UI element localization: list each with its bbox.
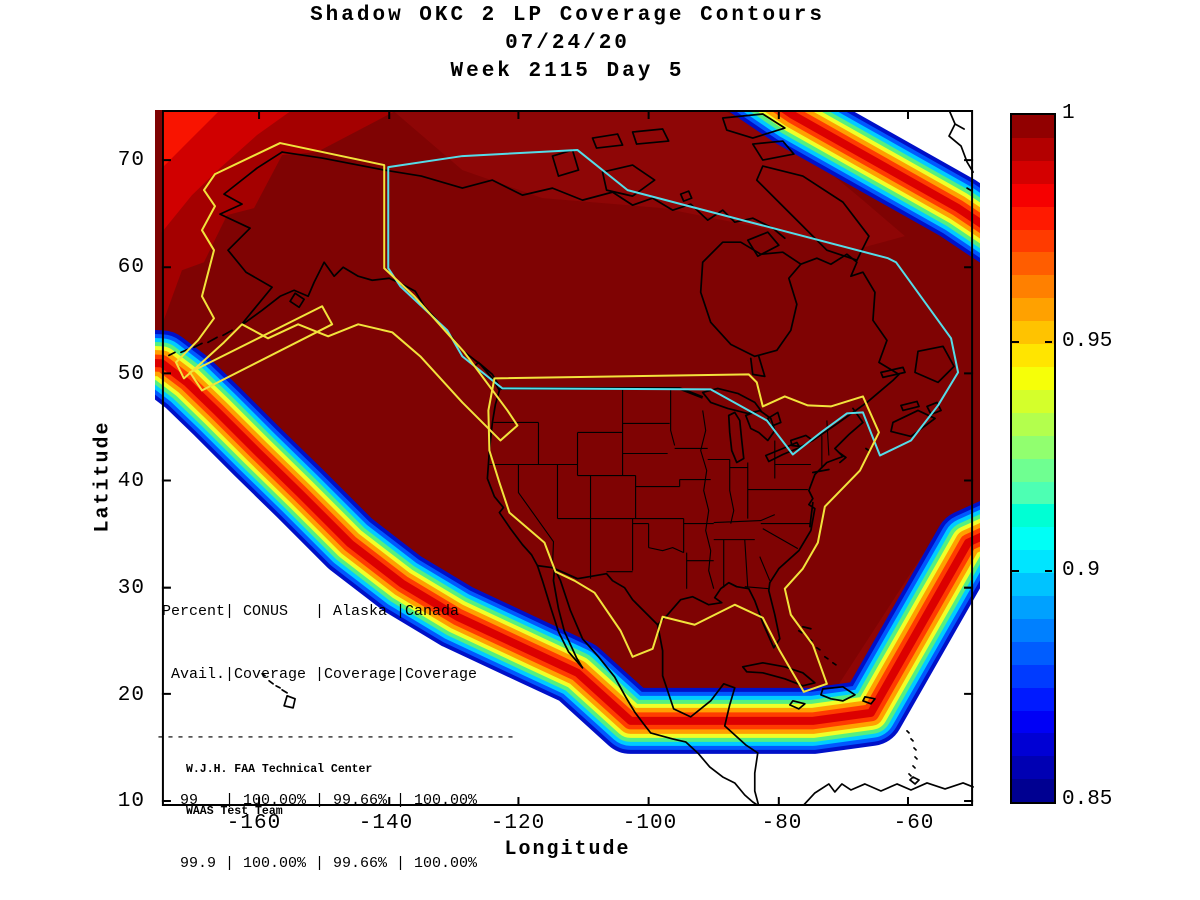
colorbar-band xyxy=(1012,389,1054,413)
colorbar-band xyxy=(1012,618,1054,642)
y-tick-60: 60 xyxy=(117,256,145,279)
x-tick--60: -60 xyxy=(893,812,935,835)
contour-fringe xyxy=(155,110,980,754)
labrador-stlawrence-coast xyxy=(799,253,900,442)
colorbar-label-1: 1 xyxy=(1062,102,1075,125)
colorbar-band xyxy=(1012,779,1054,803)
y-axis-title: Latitude xyxy=(91,420,115,533)
arctic-islands xyxy=(551,113,870,262)
contour-step-2 xyxy=(161,110,293,233)
stats-divider: ------------------------------------ xyxy=(156,729,517,746)
colorbar-label-085: 0.85 xyxy=(1062,788,1113,811)
us-east-gulf-coast xyxy=(656,407,864,649)
colorbar-label-09: 0.9 xyxy=(1062,559,1100,582)
colorbar-band xyxy=(1012,573,1054,597)
plot-subtitle-week: Week 2115 Day 5 xyxy=(450,60,685,83)
title-block: Shadow OKC 2 LP Coverage Contours 07/24/… xyxy=(155,2,980,86)
colorbar-band xyxy=(1012,756,1054,780)
colorbar-band xyxy=(1012,710,1054,734)
colorbar-band xyxy=(1012,412,1054,436)
colorbar-band xyxy=(1012,115,1054,138)
stats-header-row1: Percent| CONUS | Alaska |Canada xyxy=(162,603,460,620)
axis-tick-marks xyxy=(161,110,974,806)
plot-border xyxy=(161,110,974,806)
colorbar-tick-095 xyxy=(1012,341,1019,343)
x-tick--80: -80 xyxy=(761,812,803,835)
hawaii-islands xyxy=(261,672,296,709)
aleutian-islands xyxy=(168,292,305,357)
colorbar-band xyxy=(1012,641,1054,665)
colorbar-label-095: 0.95 xyxy=(1062,330,1113,353)
colorbar-tick-095-right xyxy=(1045,341,1052,343)
colorbar-band xyxy=(1012,298,1054,322)
y-tick-70: 70 xyxy=(117,149,145,172)
atlantic-canada-islands xyxy=(880,345,955,438)
colorbar-band xyxy=(1012,206,1054,230)
colorbar-band xyxy=(1012,275,1054,299)
colorbar-band xyxy=(1012,160,1054,184)
colorbar-band xyxy=(1012,252,1054,276)
y-tick-10: 10 xyxy=(117,790,145,813)
colorbar-gradient xyxy=(1012,115,1054,803)
coverage-map-plot xyxy=(155,110,980,806)
colorbar-band xyxy=(1012,481,1054,505)
y-tick-40: 40 xyxy=(117,470,145,493)
colorbar-band xyxy=(1012,733,1054,757)
great-lakes xyxy=(701,387,814,464)
colorbar-tick-090 xyxy=(1012,570,1019,572)
y-tick-50: 50 xyxy=(117,363,145,386)
plot-title: Shadow OKC 2 LP Coverage Contours xyxy=(310,4,825,27)
colorbar-band xyxy=(1012,504,1054,528)
contour-patch-northeast xyxy=(392,110,905,251)
credit-block: W.J.H. FAA Technical Center WAAS Test Te… xyxy=(186,735,372,847)
colorbar-band xyxy=(1012,183,1054,207)
x-axis-title: Longitude xyxy=(504,838,631,861)
coverage-region-inner xyxy=(155,110,980,700)
stats-row-99-9: 99.9 | 100.00% | 99.66% | 100.00% xyxy=(162,855,478,872)
mexico-central-america-coast xyxy=(536,564,760,806)
x-tick--100: -100 xyxy=(622,812,678,835)
colorbar-band xyxy=(1012,687,1054,711)
alaska-boundary-line xyxy=(174,142,519,442)
canada-boundary-line xyxy=(387,149,960,457)
colorbar-band xyxy=(1012,550,1054,574)
y-tick-30: 30 xyxy=(117,577,145,600)
colorbar-band xyxy=(1012,137,1054,161)
conus-boundary-line xyxy=(487,373,880,693)
colorbar-band xyxy=(1012,435,1054,459)
alaska-canada-north-coast xyxy=(281,151,786,240)
colorbar-band xyxy=(1012,458,1054,482)
x-tick--160: -160 xyxy=(226,812,282,835)
colorbar-band xyxy=(1012,664,1054,688)
contour-step-3 xyxy=(161,110,221,169)
plot-subtitle-date: 07/24/20 xyxy=(505,32,630,55)
colorbar-band xyxy=(1012,596,1054,619)
colorbar xyxy=(1010,113,1056,804)
y-tick-20: 20 xyxy=(117,684,145,707)
colorbar-band xyxy=(1012,321,1054,345)
colorbar-band xyxy=(1012,229,1054,253)
south-america-coast xyxy=(801,782,974,806)
colorbar-band xyxy=(1012,366,1054,390)
colorbar-band xyxy=(1012,344,1054,367)
hudson-bay xyxy=(699,241,802,378)
credit-line1: W.J.H. FAA Technical Center xyxy=(186,763,373,776)
stats-header-row2: Avail.|Coverage |Coverage|Coverage xyxy=(162,666,478,683)
x-tick--140: -140 xyxy=(358,812,414,835)
stats-row-99: 99 | 100.00% | 99.66% | 100.00% xyxy=(162,792,478,809)
x-tick--120: -120 xyxy=(490,812,546,835)
colorbar-tick-090-right xyxy=(1045,570,1052,572)
credit-line2: WAAS Test Team xyxy=(186,805,283,818)
rio-grande-border xyxy=(536,564,659,626)
coverage-stats-table: Percent| CONUS | Alaska |Canada Avail.|C… xyxy=(156,559,516,900)
colorbar-band xyxy=(1012,527,1054,551)
fringe-band-red xyxy=(155,110,980,725)
